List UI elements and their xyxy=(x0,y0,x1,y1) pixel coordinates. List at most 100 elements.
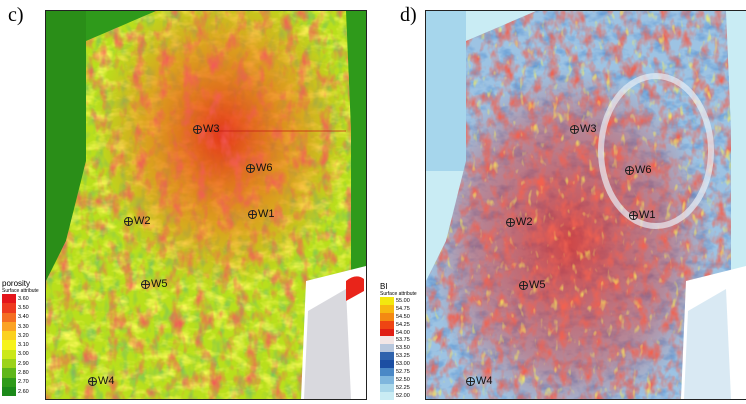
legend-swatch xyxy=(2,386,16,397)
legend-swatch xyxy=(380,383,394,392)
legend-entry: 3.50 xyxy=(2,303,39,313)
well-marker-icon xyxy=(141,279,150,289)
bi-map-image xyxy=(426,11,746,399)
legend-value: 3.30 xyxy=(18,323,29,330)
legend-entry: 52.50 xyxy=(380,375,417,384)
well-w1-d: W1 xyxy=(629,209,656,221)
panel-d-label: d) xyxy=(400,4,417,26)
legend-swatch xyxy=(380,336,394,345)
legend-swatch xyxy=(380,344,394,353)
well-w3-d: W3 xyxy=(570,123,597,135)
well-w2-c: W2 xyxy=(124,215,151,227)
legend-entry: 3.30 xyxy=(2,321,39,332)
well-w2-d: W2 xyxy=(506,216,533,228)
well-marker-icon xyxy=(124,216,133,226)
legend-value: 2.60 xyxy=(18,388,29,395)
legend-entry: 52.75 xyxy=(380,368,417,376)
bi-legend: BI Surface attribute 55.00 54.75 54.50 54.2… xyxy=(380,283,417,400)
legend-entry: 55.00 xyxy=(380,297,417,305)
legend-swatch xyxy=(380,368,394,376)
legend-swatch xyxy=(2,303,16,313)
well-w3-c: W3 xyxy=(193,123,220,135)
legend-swatch xyxy=(380,312,394,321)
legend-swatch xyxy=(380,352,394,361)
legend-value: 2.70 xyxy=(18,379,29,386)
well-w5-c: W5 xyxy=(141,278,168,290)
legend-value: 52.75 xyxy=(396,368,410,375)
legend-entry: 52.25 xyxy=(380,383,417,392)
well-w1-c: W1 xyxy=(248,208,275,220)
legend-entry: 53.00 xyxy=(380,360,417,369)
legend-value: 3.40 xyxy=(18,314,29,321)
legend-value: 2.90 xyxy=(18,360,29,367)
well-w6-c: W6 xyxy=(246,162,273,174)
legend-entry: 54.25 xyxy=(380,320,417,329)
legend-entry: 3.20 xyxy=(2,331,39,341)
legend-entry: 54.00 xyxy=(380,328,417,337)
legend-entries: 55.00 54.75 54.50 54.25 54.00 53.75 53.50 53.25… xyxy=(380,297,417,400)
legend-swatch xyxy=(2,294,16,304)
legend-value: 54.75 xyxy=(396,305,410,312)
well-marker-icon xyxy=(570,124,579,134)
legend-value: 3.10 xyxy=(18,342,29,349)
legend-swatch xyxy=(2,359,16,369)
legend-entry: 3.40 xyxy=(2,312,39,322)
legend-swatch xyxy=(2,377,16,387)
legend-entries: 3.60 3.50 3.40 3.30 3.20 3.10 3.00 2.90 2.80 2.70… xyxy=(2,294,39,397)
legend-entry: 3.00 xyxy=(2,349,39,360)
legend-swatch xyxy=(380,375,394,384)
legend-value: 52.50 xyxy=(396,376,410,383)
legend-value: 54.00 xyxy=(396,329,410,336)
legend-value: 53.50 xyxy=(396,345,410,352)
legend-value: 3.00 xyxy=(18,351,29,358)
legend-value: 54.25 xyxy=(396,321,410,328)
legend-swatch xyxy=(380,360,394,369)
legend-entry: 2.70 xyxy=(2,377,39,387)
legend-value: 3.60 xyxy=(18,295,29,302)
well-marker-icon xyxy=(246,163,255,173)
legend-value: 55.00 xyxy=(396,297,410,304)
legend-value: 53.25 xyxy=(396,353,410,360)
legend-value: 54.50 xyxy=(396,313,410,320)
legend-entry: 53.25 xyxy=(380,352,417,361)
porosity-map-image xyxy=(46,11,366,399)
panel-c-label: c) xyxy=(8,4,24,26)
legend-swatch xyxy=(2,331,16,341)
well-w4-c: W4 xyxy=(88,375,115,387)
well-w4-d: W4 xyxy=(466,375,493,387)
legend-entry: 3.10 xyxy=(2,340,39,350)
legend-value: 52.25 xyxy=(396,384,410,391)
legend-entry: 53.50 xyxy=(380,344,417,353)
well-marker-icon xyxy=(466,376,475,386)
legend-value: 3.50 xyxy=(18,304,29,311)
bi-map xyxy=(425,10,746,400)
legend-swatch xyxy=(2,312,16,322)
well-marker-icon xyxy=(629,210,638,220)
legend-swatch xyxy=(380,297,394,305)
well-w5-d: W5 xyxy=(519,279,546,291)
legend-entry: 53.75 xyxy=(380,336,417,345)
legend-swatch xyxy=(380,328,394,337)
porosity-map xyxy=(45,10,367,400)
legend-entry: 3.60 xyxy=(2,294,39,304)
legend-swatch xyxy=(2,340,16,350)
well-marker-icon xyxy=(625,165,634,175)
legend-value: 2.80 xyxy=(18,370,29,377)
legend-subtitle: Surface attribute xyxy=(2,288,39,294)
legend-entry: 2.80 xyxy=(2,368,39,378)
legend-subtitle: Surface attribute xyxy=(380,291,417,297)
legend-entry: 54.50 xyxy=(380,312,417,321)
legend-title: BI xyxy=(380,282,388,291)
well-w6-d: W6 xyxy=(625,164,652,176)
legend-swatch xyxy=(2,321,16,332)
legend-value: 3.20 xyxy=(18,332,29,339)
well-marker-icon xyxy=(248,209,257,219)
well-marker-icon xyxy=(193,124,202,134)
legend-entry: 54.75 xyxy=(380,304,417,313)
well-marker-icon xyxy=(519,280,528,290)
legend-value: 52.00 xyxy=(396,392,410,399)
legend-swatch xyxy=(2,368,16,378)
legend-entry: 2.90 xyxy=(2,359,39,369)
well-marker-icon xyxy=(506,217,515,227)
porosity-legend: porosity Surface attribute 3.60 3.50 3.40 3… xyxy=(2,280,39,397)
